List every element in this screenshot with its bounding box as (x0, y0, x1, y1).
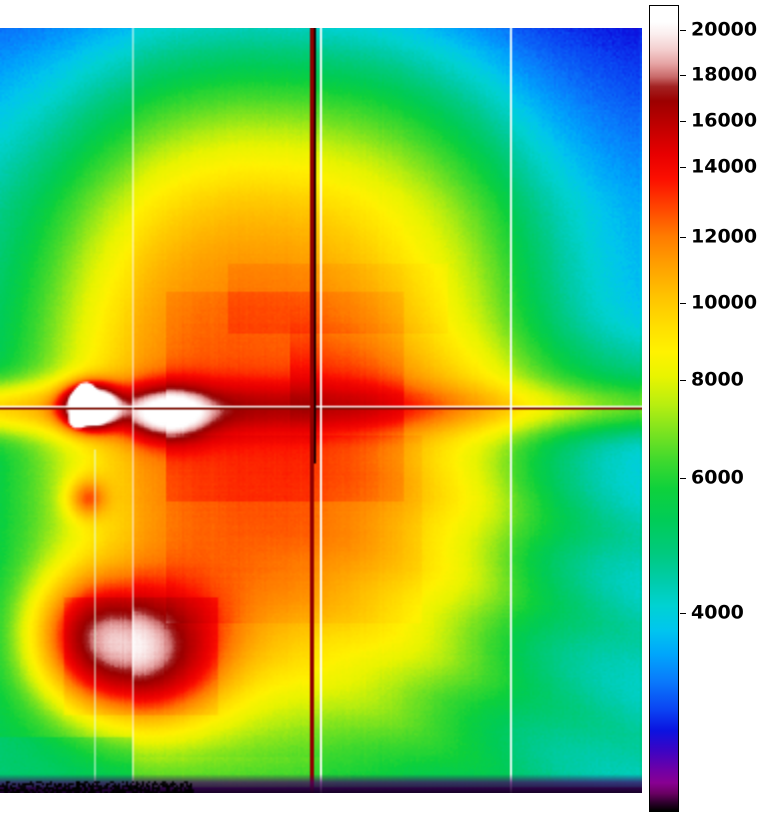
heatmap-panel[interactable] (0, 28, 642, 793)
colorbar-gradient (649, 5, 679, 812)
colorbar-tick-label-16000: 16000 (691, 109, 758, 132)
colorbar-tick-label-8000: 8000 (691, 368, 744, 391)
heatmap-image[interactable] (0, 28, 642, 793)
colorbar-tick-10000 (680, 303, 686, 304)
colorbar-tick-label-12000: 12000 (691, 225, 758, 248)
colorbar-tick-label-4000: 4000 (691, 601, 744, 624)
colorbar-tick-label-14000: 14000 (691, 155, 758, 178)
colorbar-tick-label-6000: 6000 (691, 466, 744, 489)
colorbar-tick-4000 (680, 613, 686, 614)
colorbar-tick-label-10000: 10000 (691, 291, 758, 314)
colorbar: 20000 18000 16000 14000 12000 10000 8000 6000 40… (649, 5, 757, 812)
colorbar-tick-label-20000: 20000 (691, 18, 758, 41)
colorbar-tick-14000 (680, 167, 686, 168)
colorbar-tick-12000 (680, 237, 686, 238)
colorbar-tick-8000 (680, 380, 686, 381)
colorbar-tick-16000 (680, 121, 686, 122)
colorbar-tick-label-18000: 18000 (691, 63, 758, 86)
colorbar-tick-20000 (680, 30, 686, 31)
colorbar-tick-6000 (680, 478, 686, 479)
colorbar-tick-18000 (680, 75, 686, 76)
